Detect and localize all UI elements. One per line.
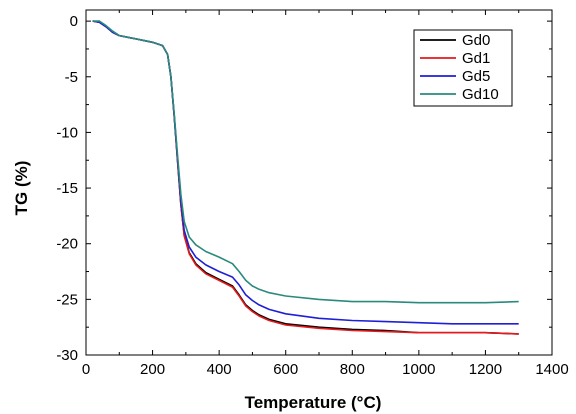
series-line-gd10 (92, 20, 519, 304)
y-axis-title: TG (%) (12, 161, 31, 216)
y-tick-label: -30 (56, 347, 78, 364)
x-axis-ticks: 0 200 400 600 800 1000 1200 1400 (82, 10, 569, 378)
x-tick-label: 200 (140, 361, 165, 378)
y-axis-ticks: 0 -5 -10 -15 -20 -25 -30 (56, 13, 552, 364)
y-tick-label: -5 (65, 69, 78, 86)
legend-label-gd5: Gd5 (462, 68, 490, 85)
y-tick-label: -25 (56, 291, 78, 308)
x-tick-label: 1200 (469, 361, 502, 378)
y-tick-label: -15 (56, 180, 78, 197)
legend-label-gd1: Gd1 (462, 50, 490, 67)
x-tick-label: 400 (207, 361, 232, 378)
legend-label-gd0: Gd0 (462, 32, 490, 49)
y-tick-label: 0 (70, 13, 78, 30)
x-tick-label: 1400 (535, 361, 568, 378)
x-tick-label: 600 (273, 361, 298, 378)
series-layer (92, 20, 519, 335)
y-tick-label: -10 (56, 124, 78, 141)
x-tick-label: 0 (82, 361, 90, 378)
y-tick-label: -20 (56, 236, 78, 253)
x-axis-title: Temperature (°C) (245, 393, 382, 412)
legend-label-gd10: Gd10 (462, 86, 499, 103)
x-tick-label: 800 (340, 361, 365, 378)
x-tick-label: 1000 (402, 361, 435, 378)
